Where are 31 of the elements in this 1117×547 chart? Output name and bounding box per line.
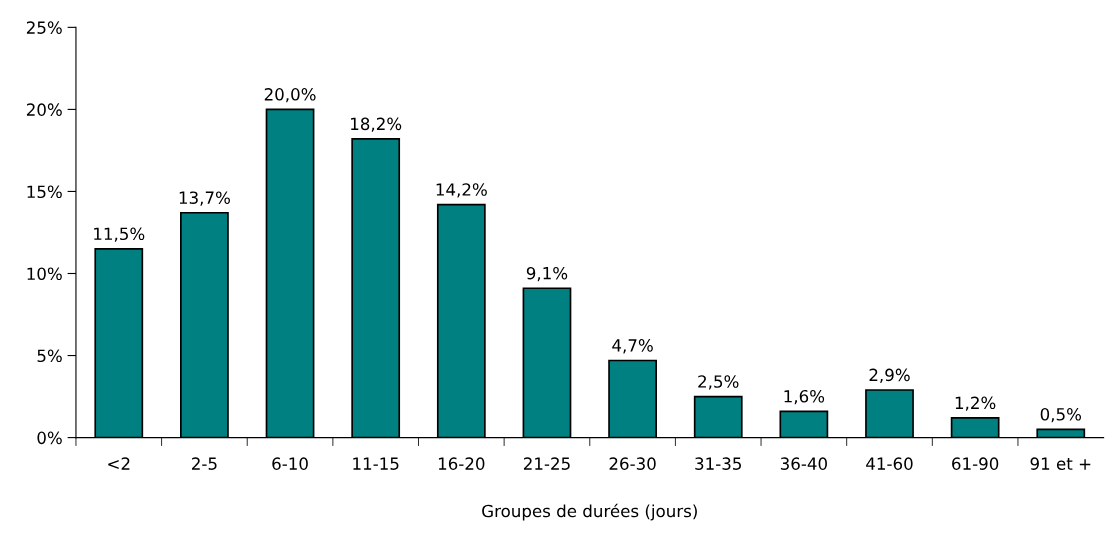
data-label: 0,5% <box>1040 408 1082 423</box>
x-tick-label: 41-60 <box>866 457 913 470</box>
x-tick-label: 36-40 <box>780 457 827 470</box>
data-label: 13,7% <box>179 191 230 206</box>
data-label: 20,0% <box>264 88 316 103</box>
x-tick-label: <2 <box>108 457 130 470</box>
y-tick-label: 25% <box>26 21 62 34</box>
x-tick-label: 91 et + <box>1030 457 1091 470</box>
data-label: 2,5% <box>698 375 739 390</box>
x-tick-label: 21-25 <box>523 457 570 470</box>
y-tick-label: 15% <box>27 185 62 199</box>
data-label: 1,2% <box>955 396 996 411</box>
x-tick-label: 26-30 <box>609 457 656 470</box>
x-axis-title: Groupes de durées (jours) <box>482 503 697 521</box>
y-tick-label: 20% <box>26 103 62 116</box>
x-tick-label: 11-15 <box>353 457 399 470</box>
data-label: 2,9% <box>869 368 910 383</box>
y-tick-label: 5% <box>37 349 62 363</box>
x-tick-label: 16-20 <box>438 457 485 470</box>
data-label: 18,2% <box>351 117 402 132</box>
x-tick-label: 2-5 <box>192 457 217 470</box>
x-tick-label: 31-35 <box>695 457 741 470</box>
data-label: 9,1% <box>526 266 568 282</box>
x-tick-label: 6-10 <box>272 457 308 470</box>
y-tick-label: 10% <box>27 267 62 281</box>
data-label: 4,7% <box>612 339 653 354</box>
data-label: 11,5% <box>94 227 145 242</box>
x-tick-label: 61-90 <box>952 457 999 470</box>
data-label: 14,2% <box>436 183 487 198</box>
y-tick-label: 0% <box>37 431 62 445</box>
data-label: 1,6% <box>784 389 825 405</box>
